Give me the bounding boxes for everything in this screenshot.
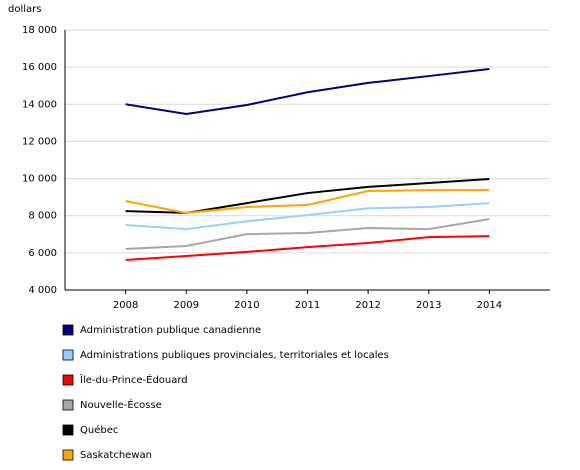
legend-swatch bbox=[62, 424, 74, 436]
y-axis-label: dollars bbox=[8, 4, 41, 15]
series-line bbox=[125, 218, 490, 250]
legend-swatch bbox=[62, 449, 74, 461]
legend-label: Administration publique canadienne bbox=[80, 325, 261, 336]
y-tick-label: 8 000 bbox=[28, 211, 57, 222]
x-tick-label: 2010 bbox=[234, 300, 259, 311]
y-tick-label: 18 000 bbox=[22, 25, 57, 36]
y-tick-label: 6 000 bbox=[28, 248, 57, 259]
series-line bbox=[125, 189, 490, 214]
series-line bbox=[125, 235, 490, 261]
legend-label: Nouvelle-Écosse bbox=[80, 398, 162, 411]
x-tick-label: 2009 bbox=[174, 300, 199, 311]
series-line bbox=[125, 202, 490, 231]
y-tick-label: 14 000 bbox=[22, 99, 57, 110]
x-tick-label: 2011 bbox=[295, 300, 320, 311]
y-tick-label: 16 000 bbox=[22, 62, 57, 73]
legend-label: Saskatchewan bbox=[80, 450, 152, 461]
legend-swatch bbox=[62, 374, 74, 386]
legend-swatch bbox=[62, 349, 74, 361]
legend-swatch bbox=[62, 324, 74, 336]
y-tick-label: 10 000 bbox=[22, 174, 57, 185]
y-tick-label: 4 000 bbox=[28, 285, 57, 296]
x-tick-label: 2014 bbox=[477, 300, 502, 311]
legend-label: Québec bbox=[80, 424, 118, 436]
x-tick-label: 2008 bbox=[113, 300, 138, 311]
y-tick-label: 12 000 bbox=[22, 136, 57, 147]
x-tick-label: 2012 bbox=[355, 300, 380, 311]
legend-label: Administrations publiques provinciales, … bbox=[80, 350, 389, 361]
series-line bbox=[125, 177, 490, 214]
series-line bbox=[125, 68, 490, 115]
legend-label: Île-du-Prince-Édouard bbox=[79, 373, 188, 386]
x-tick-label: 2013 bbox=[416, 300, 441, 311]
legend-swatch bbox=[62, 399, 74, 411]
